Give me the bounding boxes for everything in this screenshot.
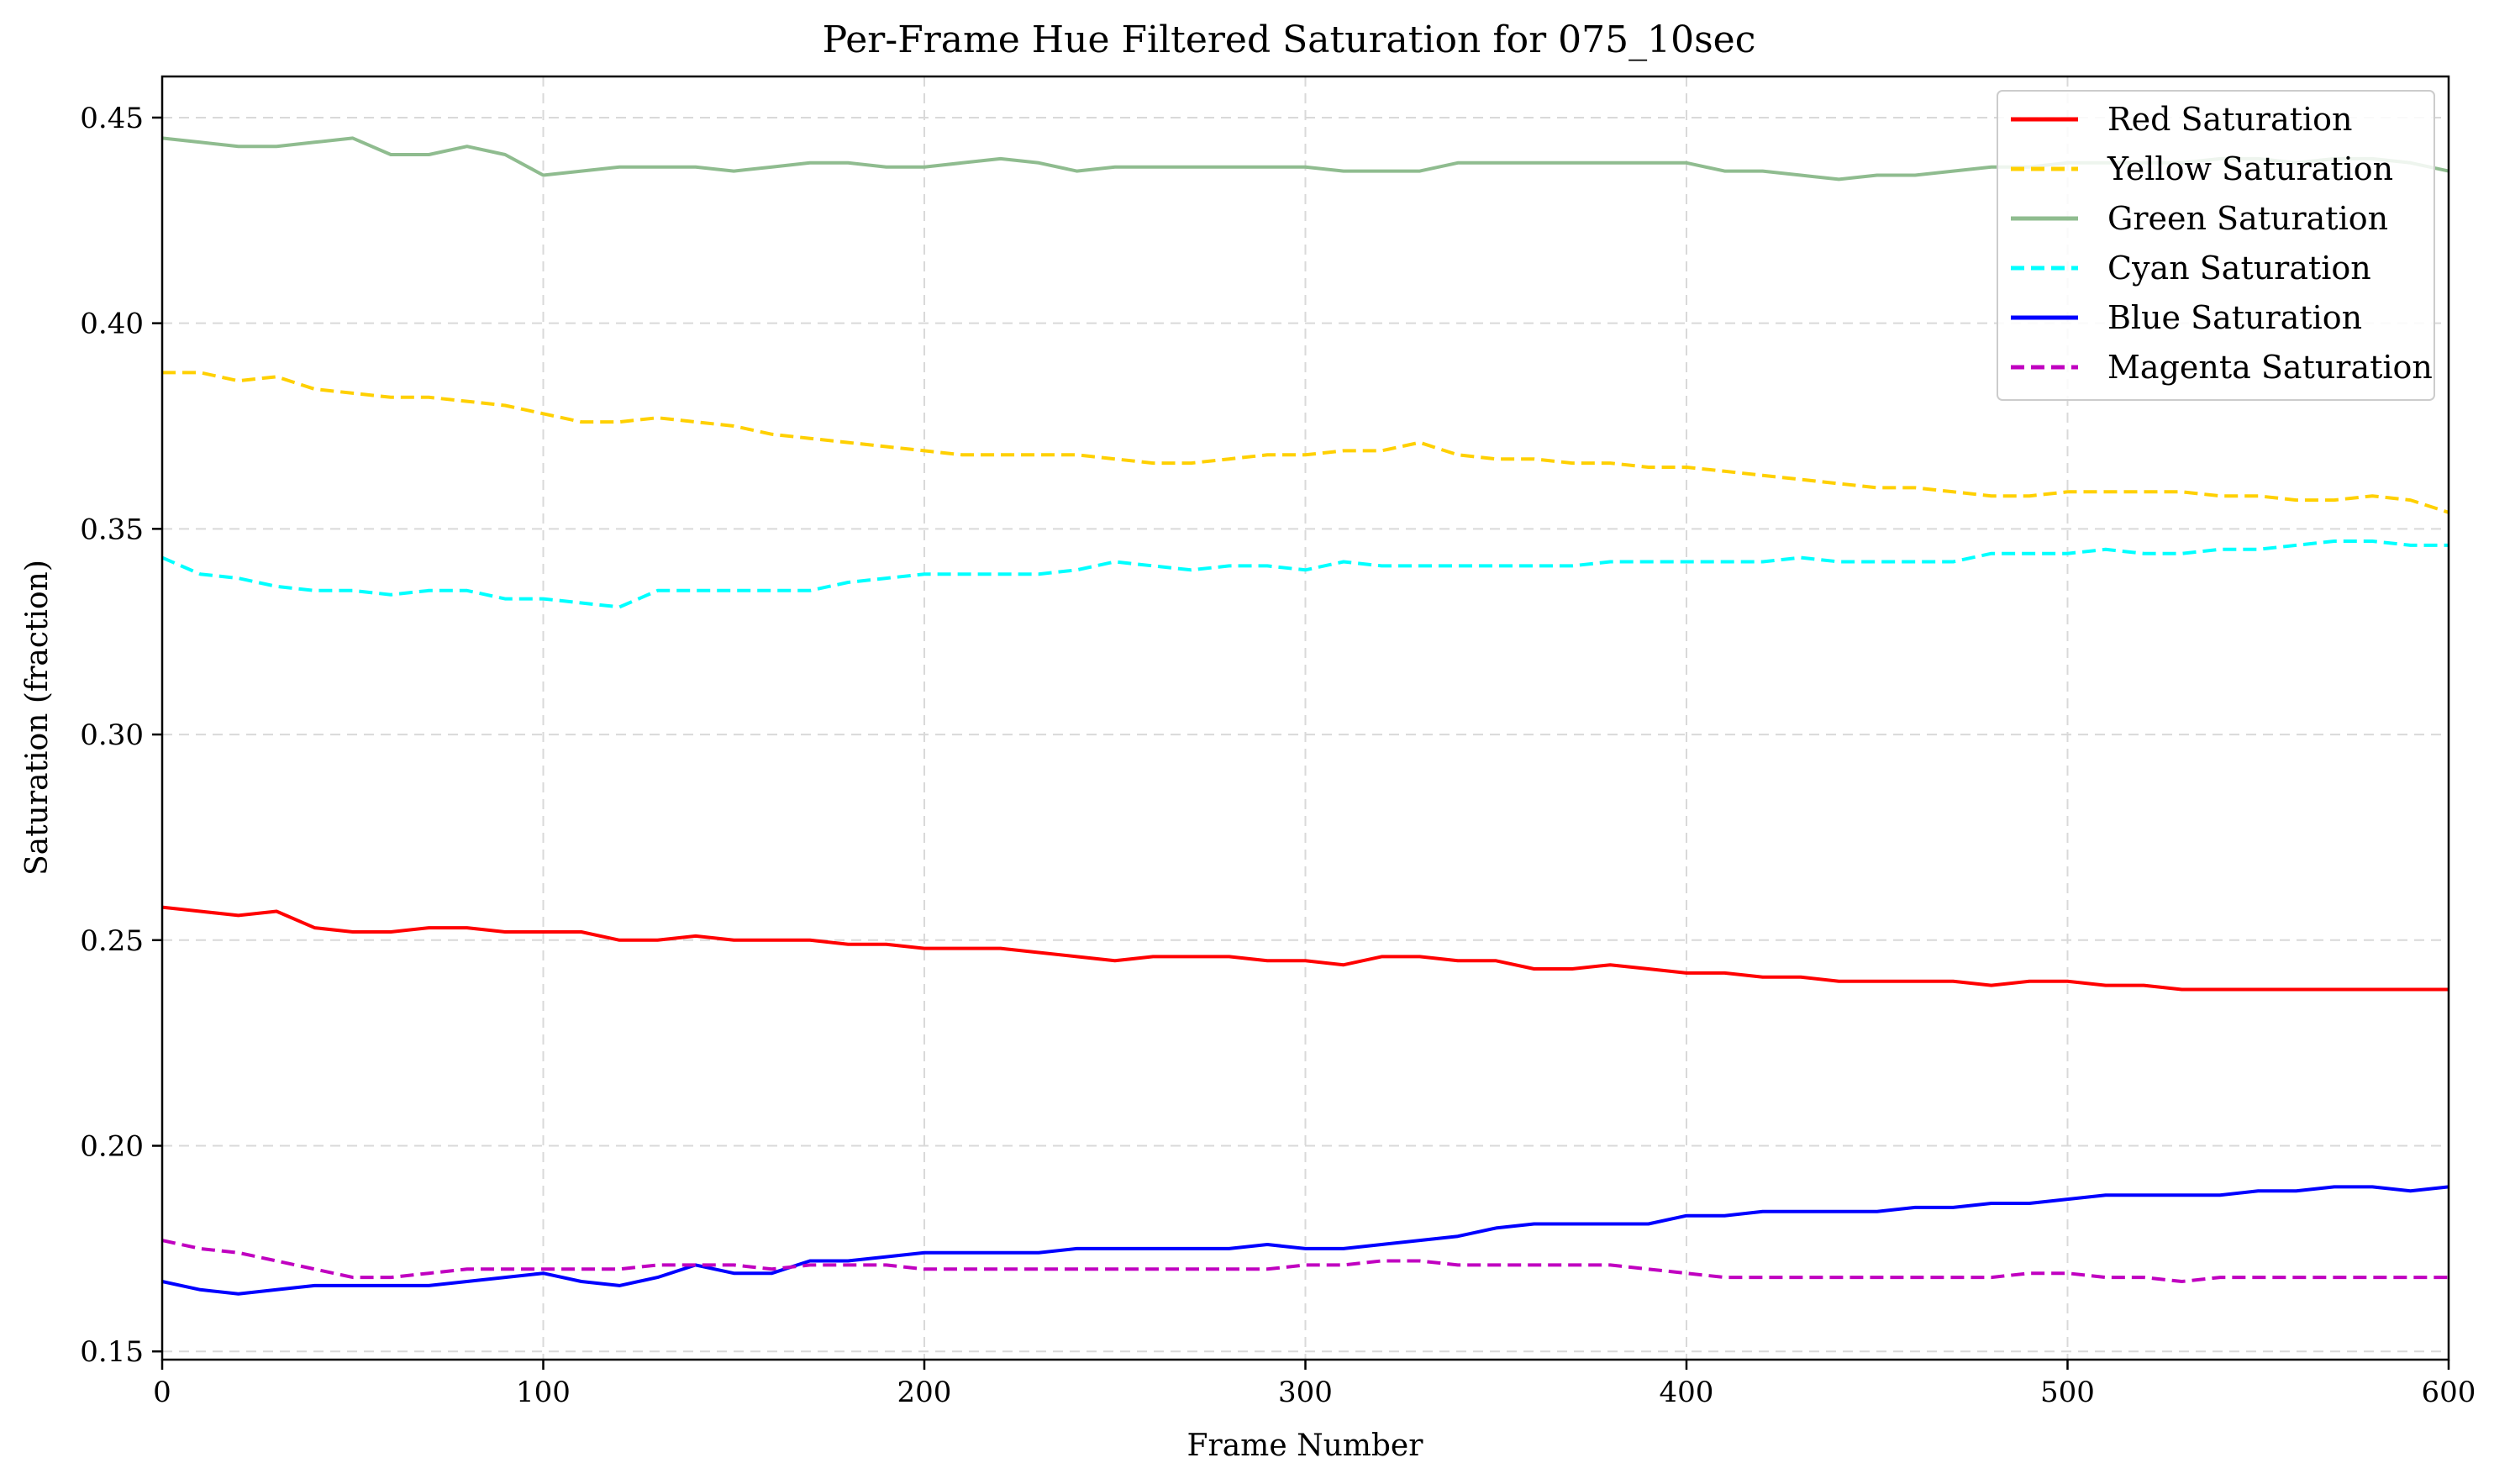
chart-title: Per-Frame Hue Filtered Saturation for 07… bbox=[823, 18, 1756, 61]
legend-label-blue-saturation: Blue Saturation bbox=[2107, 299, 2362, 336]
legend-label-green-saturation: Green Saturation bbox=[2107, 200, 2388, 237]
legend-label-magenta-saturation: Magenta Saturation bbox=[2107, 349, 2433, 386]
x-tick-label: 0 bbox=[153, 1376, 171, 1409]
legend-label-yellow-saturation: Yellow Saturation bbox=[2107, 150, 2393, 187]
x-tick-label: 500 bbox=[2040, 1376, 2095, 1409]
x-tick-label: 400 bbox=[1660, 1376, 1714, 1409]
y-tick-label: 0.35 bbox=[80, 513, 144, 546]
series-line-red-saturation bbox=[161, 905, 2449, 992]
x-axis-label: Frame Number bbox=[1187, 1429, 1424, 1463]
y-tick-label: 0.45 bbox=[80, 102, 144, 135]
legend: Red Saturation Yellow Saturation Green Sat… bbox=[1997, 90, 2435, 401]
x-tick-label: 100 bbox=[516, 1376, 571, 1409]
series-line-yellow-saturation bbox=[162, 371, 2449, 514]
x-tick-label: 200 bbox=[897, 1376, 952, 1409]
x-tick-label: 300 bbox=[1278, 1376, 1333, 1409]
legend-box bbox=[1997, 90, 2435, 401]
x-tick-label: 600 bbox=[2422, 1376, 2476, 1409]
y-tick-label: 0.20 bbox=[80, 1130, 144, 1164]
series-line-blue-saturation bbox=[161, 1185, 2449, 1296]
y-tick-label: 0.30 bbox=[80, 718, 144, 752]
y-axis-label: Saturation (fraction) bbox=[20, 560, 55, 876]
legend-label-red-saturation: Red Saturation bbox=[2107, 101, 2353, 138]
y-tick-label: 0.15 bbox=[80, 1335, 144, 1369]
axis-ticks: 0 100 200 300 400 500 600 0.15 0.20 0.25 0.30 0.35 0… bbox=[80, 102, 2476, 1409]
series-line-cyan-saturation bbox=[161, 539, 2449, 609]
y-tick-label: 0.25 bbox=[80, 924, 144, 958]
legend-label-cyan-saturation: Cyan Saturation bbox=[2107, 250, 2371, 287]
y-tick-label: 0.40 bbox=[80, 308, 144, 341]
series-line-magenta-saturation bbox=[161, 1239, 2449, 1283]
